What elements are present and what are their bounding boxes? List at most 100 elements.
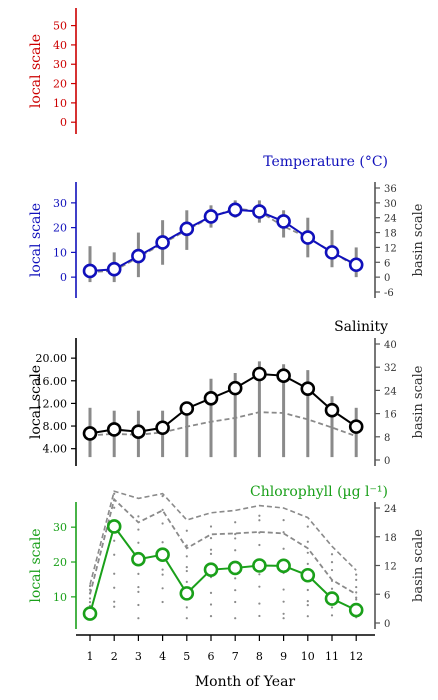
right-tick-label: 12 [384,243,397,254]
basin-observation-dot [282,600,285,603]
basin-observation-dot [137,528,140,531]
basin-observation-dot [137,585,140,589]
basin-observation-dot [330,553,334,556]
basin-observation-dot [185,606,188,609]
basin-observation-dot [137,515,140,518]
basin-upper-envelope [89,490,357,585]
local-series-point [227,560,243,576]
basin-observation-dot [330,606,334,609]
basin-observation-dot [330,587,334,590]
basin-mean-line [89,207,357,274]
basin-observation-dot [258,543,261,547]
local-series-point [324,245,340,260]
x-tick-label: 2 [111,650,118,663]
left-axis-label: local scale [28,203,44,277]
x-tick-label: 9 [280,650,287,663]
local-series-point [106,519,122,534]
basin-observation-dot [355,573,358,576]
right-axis-label: basin scale [411,203,426,276]
basin-observation-dot [330,614,334,617]
local-series-point [82,606,98,621]
left-tick-label: 10 [53,97,67,110]
basin-observation-dot [161,573,164,576]
panel-title: Temperature (°C) [263,154,388,170]
basin-observation-dot [306,562,309,565]
month-axis: Month of Year 1 2 3 4 5 6 7 8 9 10 11 12 [76,634,375,690]
basin-mean-line [89,411,357,438]
left-tick-label: 10 [53,591,67,604]
basin-observation-dot [161,568,164,571]
x-tick-label: 1 [87,650,94,663]
left-tick-label: 20 [53,556,67,569]
basin-observation-dot [282,531,285,534]
basin-observation-dot [161,522,164,525]
basin-observation-dot [137,572,140,575]
basin-observation-dot [234,533,237,536]
basin-observation-dot [113,572,116,575]
right-tick-label: 0 [384,273,390,284]
basin-observation-dot [234,549,237,552]
x-tick-label: 11 [325,650,339,663]
left-tick-label: 30 [53,58,67,71]
local-series-point [155,420,170,436]
local-series-point [179,586,195,601]
right-tick-label: -6 [384,288,394,299]
basin-observation-dot [306,551,309,554]
local-series-point [203,562,219,577]
basin-observation-dot [306,525,309,528]
right-tick-label: 8 [384,433,390,444]
left-tick-label: 50 [53,20,67,33]
local-series-point [179,401,195,416]
basin-observation-dot [161,508,164,511]
left-tick-label: 40 [53,39,67,52]
left-tick-label: 16.00 [36,375,68,388]
left-tick-label: 30 [53,521,67,534]
x-tick-label: 6 [208,650,215,663]
basin-observation-dot [282,519,285,522]
basin-observation-dot [113,539,116,542]
x-tick-label: 3 [135,650,142,663]
basin-observation-dot [282,547,285,550]
basin-observation-dot [258,573,261,576]
basin-observation-dot [185,529,188,532]
basin-observation-dot [209,536,213,540]
basin-observation-dot [209,615,213,618]
left-tick-label: 0 [60,116,67,129]
basin-observation-dot [258,602,261,605]
local-series-point [300,230,316,245]
left-tick-label: 12.00 [36,397,68,410]
basin-observation-dot [185,566,188,569]
right-tick-label: 0 [384,619,390,630]
local-series-point [131,248,146,264]
right-axis-label: basin scale [411,529,426,602]
basin-observation-dot [161,600,164,604]
local-series-point [155,547,170,562]
basin-observation-dot [161,541,164,544]
basin-observation-dot [209,548,213,551]
local-series-point [348,602,364,618]
basin-observation-dot [88,597,92,600]
x-tick-label: 5 [183,650,190,663]
basin-observation-dot [282,588,285,591]
basin-observation-dot [355,596,358,599]
basin-observation-dot [258,614,261,618]
local-series-line [89,524,357,614]
local-series-line [89,208,357,272]
basin-observation-dot [113,605,116,608]
local-series-point [227,380,243,396]
left-tick-label: 0 [60,271,67,284]
x-axis-label: Month of Year [195,674,296,690]
basin-observation-dot [234,537,237,540]
local-series-point [276,368,291,383]
basin-observation-dot [113,553,116,556]
local-series-point [300,381,316,397]
basin-observation-dot [113,506,116,509]
right-tick-label: 18 [384,533,397,544]
basin-observation-dot [137,541,140,544]
left-tick-label: 20 [53,78,67,91]
basin-observation-dot [282,612,285,615]
local-series-point [324,591,340,606]
x-tick-label: 12 [349,650,363,663]
basin-observation-dot [161,587,164,590]
